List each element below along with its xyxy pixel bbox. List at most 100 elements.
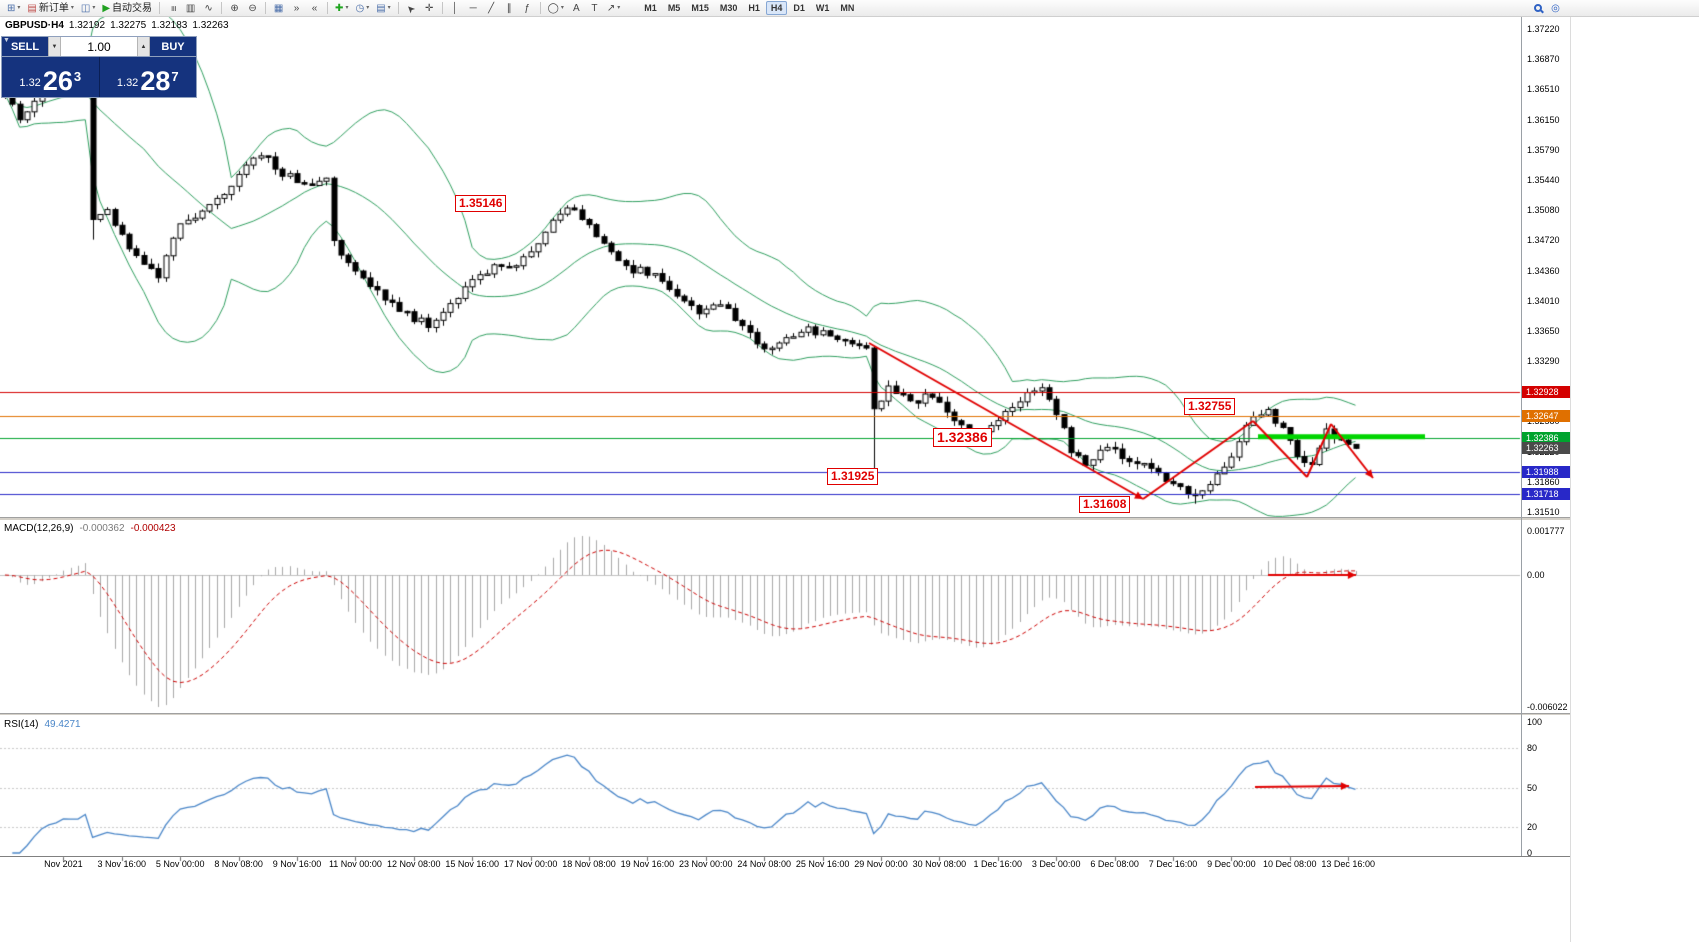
text-icon[interactable]: A xyxy=(568,1,585,16)
price-scale[interactable]: 1.37220 1.36870 1.36510 1.36150 1.35790 1.354… xyxy=(1522,0,1570,942)
tile-windows-icon-glyph: ▦ xyxy=(273,2,284,14)
zoom-in-icon[interactable]: ⊕ xyxy=(226,1,243,16)
arrow-objects-icon-glyph: ↗ xyxy=(606,2,616,14)
line-chart-type-icon[interactable]: ∿ xyxy=(200,1,217,16)
time-axis-label: 1 Dec 16:00 xyxy=(973,859,1023,869)
tile-windows-icon[interactable]: ▦ xyxy=(270,1,287,16)
rsi-value: 49.4271 xyxy=(44,719,81,730)
sell-button[interactable]: SELL xyxy=(2,37,48,56)
buy-button[interactable]: BUY xyxy=(150,37,196,56)
line-chart-type-icon-glyph: ∿ xyxy=(204,2,213,14)
price-tag: 1.31988 xyxy=(1522,465,1570,478)
cursor-icon[interactable]: ➤ xyxy=(403,1,420,16)
periods-icon-glyph: ◷ xyxy=(355,2,365,14)
new-chart-icon[interactable]: ⊞ ▾ xyxy=(4,1,23,16)
community-icon[interactable]: ◎ xyxy=(1547,1,1564,16)
time-axis-label: 18 Nov 08:00 xyxy=(562,859,616,869)
price-annotation[interactable]: 1.35146 xyxy=(455,195,507,212)
chart-profiles-icon-glyph: ◫ xyxy=(80,2,91,14)
periods-icon[interactable]: ◷ ▾ xyxy=(352,1,372,16)
timeframe-button-d1[interactable]: D1 xyxy=(793,3,805,13)
macd-main-value: -0.000362 xyxy=(79,523,125,534)
timeframe-button-w1[interactable]: W1 xyxy=(815,3,830,13)
trade-panel-collapse-caret-icon[interactable]: ▼ xyxy=(3,37,10,44)
price-annotation[interactable]: 1.32386 xyxy=(933,428,992,447)
volume-input[interactable] xyxy=(61,37,137,56)
new-order-button[interactable]: ▤ 新订单 ▾ xyxy=(24,1,76,16)
price-scale-label: 1.36150 xyxy=(1527,114,1560,125)
horizontal-line-icon[interactable]: ─ xyxy=(465,1,482,16)
chart-low-value: 1.32183 xyxy=(151,20,188,31)
candlestick-type-icon[interactable]: ▥ xyxy=(182,1,199,16)
chart-shift-icon-glyph: « xyxy=(311,2,318,14)
timeframe-button-m5[interactable]: M5 xyxy=(667,3,681,13)
price-scale-label: 1.36870 xyxy=(1527,53,1560,64)
time-axis-label: 3 Dec 00:00 xyxy=(1031,859,1081,869)
price-annotation[interactable]: 1.32755 xyxy=(1184,398,1236,415)
volume-increase-button[interactable]: ▲ xyxy=(137,37,150,56)
price-tag: 1.32386 xyxy=(1522,431,1570,444)
time-axis-label: Nov 2021 xyxy=(44,859,83,869)
timeframe-button-mn[interactable]: MN xyxy=(840,3,855,13)
price-annotation[interactable]: 1.31608 xyxy=(1079,496,1131,513)
zoom-in-icon-glyph: ⊕ xyxy=(230,2,239,14)
search-icon-glyph xyxy=(1533,4,1542,12)
channel-icon-glyph: ∥ xyxy=(506,2,512,14)
rsi-scale-label: 100 xyxy=(1527,717,1543,727)
time-axis-label: 3 Nov 16:00 xyxy=(97,859,147,869)
dropdown-caret-icon: ▾ xyxy=(366,4,370,11)
timeframe-button-m15[interactable]: M15 xyxy=(691,3,709,13)
horizontal-line-icon-glyph: ─ xyxy=(469,2,477,14)
search-icon[interactable] xyxy=(1529,1,1546,16)
price-scale-divider xyxy=(1521,17,1522,856)
zoom-out-icon-glyph: ⊖ xyxy=(248,2,257,14)
text-label-icon[interactable]: T xyxy=(586,1,603,16)
vertical-line-icon[interactable]: │ xyxy=(447,1,464,16)
price-annotation[interactable]: 1.31925 xyxy=(827,468,879,485)
templates-icon[interactable]: ▤ ▾ xyxy=(373,1,393,16)
fibonacci-icon[interactable]: ƒ xyxy=(519,1,536,16)
channel-icon[interactable]: ∥ xyxy=(501,1,518,16)
timeframe-button-h1[interactable]: H1 xyxy=(748,3,760,13)
volume-decrease-button[interactable]: ▼ xyxy=(48,37,61,56)
time-axis[interactable]: Nov 2021 3 Nov 16:00 5 Nov 00:00 8 Nov 08:0… xyxy=(0,856,1570,878)
auto-scroll-icon[interactable]: » xyxy=(288,1,305,16)
zoom-out-icon[interactable]: ⊖ xyxy=(244,1,261,16)
new-order-button-label: 新订单 xyxy=(38,2,69,14)
chart-macd-panel-divider[interactable] xyxy=(0,517,1570,521)
autotrading-button-label: 自动交易 xyxy=(112,2,153,14)
shapes-icon[interactable]: ◯ ▾ xyxy=(545,1,567,16)
time-axis-label: 12 Nov 08:00 xyxy=(387,859,441,869)
timeframe-button-m1[interactable]: M1 xyxy=(644,3,657,13)
price-scale-label: 1.35080 xyxy=(1527,205,1560,216)
price-scale-label: 1.34360 xyxy=(1527,265,1560,276)
crosshair-icon[interactable]: ✛ xyxy=(421,1,438,16)
right-empty-dock xyxy=(1570,17,1699,942)
autotrading-button[interactable]: ▶ 自动交易 xyxy=(99,1,155,16)
sell-price-display[interactable]: 1.32 26 3 xyxy=(2,57,100,97)
rsi-scale-label: 0 xyxy=(1527,848,1533,858)
macd-rsi-panel-divider[interactable] xyxy=(0,713,1570,716)
price-scale-label: 1.33290 xyxy=(1527,356,1560,367)
one-click-trading-panel: SELL ▼ ▲ BUY 1.32 26 3 1.32 28 7 xyxy=(1,36,197,98)
chart-open-value: 1.32192 xyxy=(68,20,106,31)
timeframe-button-m30[interactable]: M30 xyxy=(719,3,738,13)
trendline-icon[interactable]: ╱ xyxy=(483,1,500,16)
buy-price-display[interactable]: 1.32 28 7 xyxy=(99,57,196,97)
toolbar-separator xyxy=(397,2,399,14)
chart-shift-icon[interactable]: « xyxy=(306,1,323,16)
buy-price-big-digits: 28 xyxy=(140,66,171,97)
timeframe-button-h4[interactable]: H4 xyxy=(765,1,788,15)
price-tag: 1.32263 xyxy=(1522,442,1570,455)
price-scale-label: 1.35440 xyxy=(1527,174,1560,185)
text-icon-glyph: A xyxy=(573,2,580,14)
time-axis-label: 6 Dec 08:00 xyxy=(1090,859,1139,869)
crosshair-icon-glyph: ✛ xyxy=(424,2,434,14)
arrow-objects-icon[interactable]: ↗ ▾ xyxy=(604,1,623,16)
indicators-icon[interactable]: ✚ ▾ xyxy=(332,1,351,16)
price-tag: 1.32647 xyxy=(1522,409,1570,422)
rsi-header: RSI(14) 49.4271 xyxy=(4,719,81,730)
chart-profiles-icon[interactable]: ◫ ▾ xyxy=(78,1,98,16)
bar-chart-type-icon[interactable]: ≡ xyxy=(164,1,181,16)
macd-scale-label: 0.00 xyxy=(1527,570,1545,580)
